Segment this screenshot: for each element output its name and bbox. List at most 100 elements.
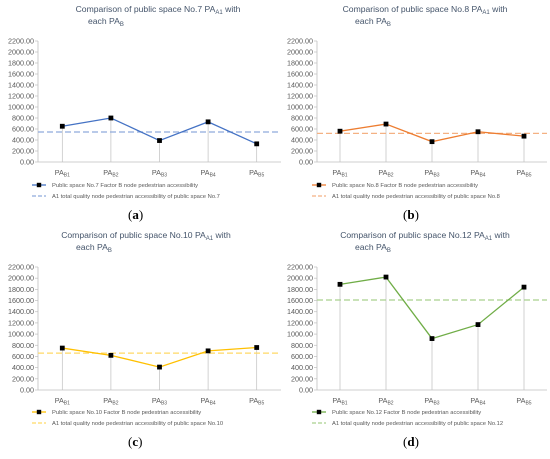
data-point [521,284,527,290]
data-point [521,133,527,139]
chart-title: Comparison of public space No.8 PAA1 wit… [343,4,508,16]
legend: Public space No.7 Factor B node pedestri… [32,182,220,200]
y-tick-label: 1200.00 [8,318,34,327]
data-point [205,119,211,125]
x-tick-label: PAB5 [516,396,531,407]
y-tick-label: 2200.00 [287,37,313,46]
data-point [337,281,343,287]
y-tick-label: 1000.00 [287,103,313,112]
x-tick-label: PAB4 [470,396,485,407]
data-point [108,115,114,121]
y-tick-label: 1400.00 [287,81,313,90]
y-tick-label: 200.00 [291,374,313,383]
y-tick-label: 1000.00 [8,103,34,112]
legend-label-reference: A1 total quality node pedestrian accessi… [332,194,500,200]
y-tick-label: 1600.00 [287,70,313,79]
chart-title-line2: each PAB [355,16,391,28]
y-tick-label: 2200.00 [8,263,34,272]
y-tick-label: 1800.00 [287,59,313,68]
y-tick-label: 1400.00 [287,307,313,316]
chart-title: Comparison of public space No.12 PAA1 wi… [340,230,510,242]
y-tick-label: 1200.00 [287,92,313,101]
chart-panel-2: Comparison of public space No.8 PAA1 wit… [287,4,547,222]
legend: Public space No.12 Factor B node pedestr… [312,409,503,427]
data-point [337,128,343,134]
data-point [59,345,65,351]
y-tick-label: 1600.00 [287,296,313,305]
y-tick-label: 2200.00 [8,37,34,46]
x-tick-label: PAB4 [470,168,485,179]
legend: Public space No.8 Factor B node pedestri… [312,182,500,200]
y-tick-label: 800.00 [291,114,313,123]
y-tick-label: 600.00 [291,352,313,361]
x-tick-label: PAB2 [378,168,393,179]
chart-panel-1: Comparison of public space No.7 PAA1 wit… [8,4,281,222]
data-point [429,139,435,145]
y-tick-label: 800.00 [291,341,313,350]
panel-label: (d) [403,434,419,449]
legend-marker-main [316,409,322,415]
x-tick-label: PAB1 [55,396,70,407]
data-point [254,141,260,147]
y-tick-label: 200.00 [12,147,34,156]
y-tick-label: 600.00 [12,125,34,134]
chart-title-line2: each PAB [88,16,124,28]
y-tick-label: 800.00 [12,341,34,350]
panel-label: (b) [403,207,419,222]
x-tick-label: PAB3 [424,396,439,407]
data-point [59,123,65,129]
y-tick-label: 200.00 [291,147,313,156]
legend-label-reference: A1 total quality node pedestrian accessi… [52,421,223,427]
y-tick-label: 1800.00 [287,285,313,294]
y-tick-label: 600.00 [291,125,313,134]
x-tick-label: PAB3 [424,168,439,179]
legend-label-main: Public space No.8 Factor B node pedestri… [332,183,478,189]
y-tick-label: 400.00 [291,136,313,145]
y-tick-label: 400.00 [291,363,313,372]
series-line-main [62,346,257,368]
data-point [475,322,481,327]
y-tick-label: 0.00 [20,158,34,167]
x-tick-label: PAB2 [103,168,118,179]
y-tick-label: 0.00 [299,386,313,395]
y-tick-label: 1200.00 [287,318,313,327]
legend-label-main: Public space No.7 Factor B node pedestri… [52,183,198,189]
y-tick-label: 2000.00 [8,274,34,283]
y-tick-label: 1600.00 [8,70,34,79]
x-tick-label: PAB5 [249,396,264,407]
y-tick-label: 1000.00 [287,330,313,339]
panel-label: (a) [128,207,143,222]
y-tick-label: 2000.00 [287,48,313,57]
series-line-main [339,276,525,340]
data-point [383,274,389,280]
x-tick-label: PAB3 [152,396,167,407]
legend-label-main: Public space No.10 Factor B node pedestr… [52,410,201,416]
y-tick-label: 2000.00 [8,48,34,57]
x-tick-label: PAB5 [249,168,264,179]
y-tick-label: 1000.00 [8,330,34,339]
data-point [429,336,435,341]
x-tick-label: PAB2 [378,396,393,407]
y-tick-label: 0.00 [20,386,34,395]
chart-title: Comparison of public space No.10 PAA1 wi… [61,230,231,242]
chart-panel-3: Comparison of public space No.10 PAA1 wi… [8,230,281,449]
y-tick-label: 2200.00 [287,263,313,272]
x-tick-label: PAB2 [103,396,118,407]
data-point [108,352,114,358]
legend-label-main: Public space No.12 Factor B node pedestr… [332,410,481,416]
y-tick-label: 1400.00 [8,81,34,90]
y-tick-label: 400.00 [12,136,34,145]
data-point [383,121,389,127]
data-point [475,129,481,135]
data-point [157,364,162,370]
data-point [205,348,211,354]
y-tick-label: 1800.00 [8,59,34,68]
x-tick-label: PAB4 [201,168,216,179]
x-tick-label: PAB1 [332,396,347,407]
y-tick-label: 800.00 [12,114,34,123]
y-tick-label: 1400.00 [8,307,34,316]
chart-panel-4: Comparison of public space No.12 PAA1 wi… [287,230,547,449]
x-tick-label: PAB5 [516,168,531,179]
y-tick-label: 400.00 [12,363,34,372]
